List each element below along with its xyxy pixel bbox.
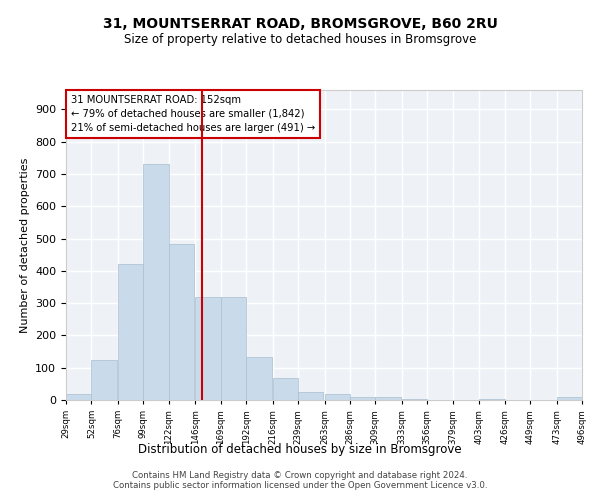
Bar — [325, 394, 350, 400]
Bar — [246, 357, 272, 400]
Text: 31 MOUNTSERRAT ROAD: 152sqm
← 79% of detached houses are smaller (1,842)
21% of : 31 MOUNTSERRAT ROAD: 152sqm ← 79% of det… — [71, 94, 316, 132]
Bar — [557, 398, 582, 400]
Bar — [402, 399, 427, 400]
Bar — [91, 360, 117, 400]
Text: 31, MOUNTSERRAT ROAD, BROMSGROVE, B60 2RU: 31, MOUNTSERRAT ROAD, BROMSGROVE, B60 2R… — [103, 18, 497, 32]
Bar — [298, 392, 323, 400]
Bar — [376, 398, 401, 400]
Text: Distribution of detached houses by size in Bromsgrove: Distribution of detached houses by size … — [138, 442, 462, 456]
Text: Contains HM Land Registry data © Crown copyright and database right 2024.: Contains HM Land Registry data © Crown c… — [132, 470, 468, 480]
Bar — [272, 378, 298, 400]
Bar — [118, 264, 143, 400]
Bar — [66, 394, 91, 400]
Bar — [350, 397, 376, 400]
Bar — [143, 164, 169, 400]
Text: Size of property relative to detached houses in Bromsgrove: Size of property relative to detached ho… — [124, 32, 476, 46]
Y-axis label: Number of detached properties: Number of detached properties — [20, 158, 29, 332]
Bar — [195, 298, 221, 400]
Text: Contains public sector information licensed under the Open Government Licence v3: Contains public sector information licen… — [113, 480, 487, 490]
Bar — [169, 244, 194, 400]
Bar — [221, 298, 246, 400]
